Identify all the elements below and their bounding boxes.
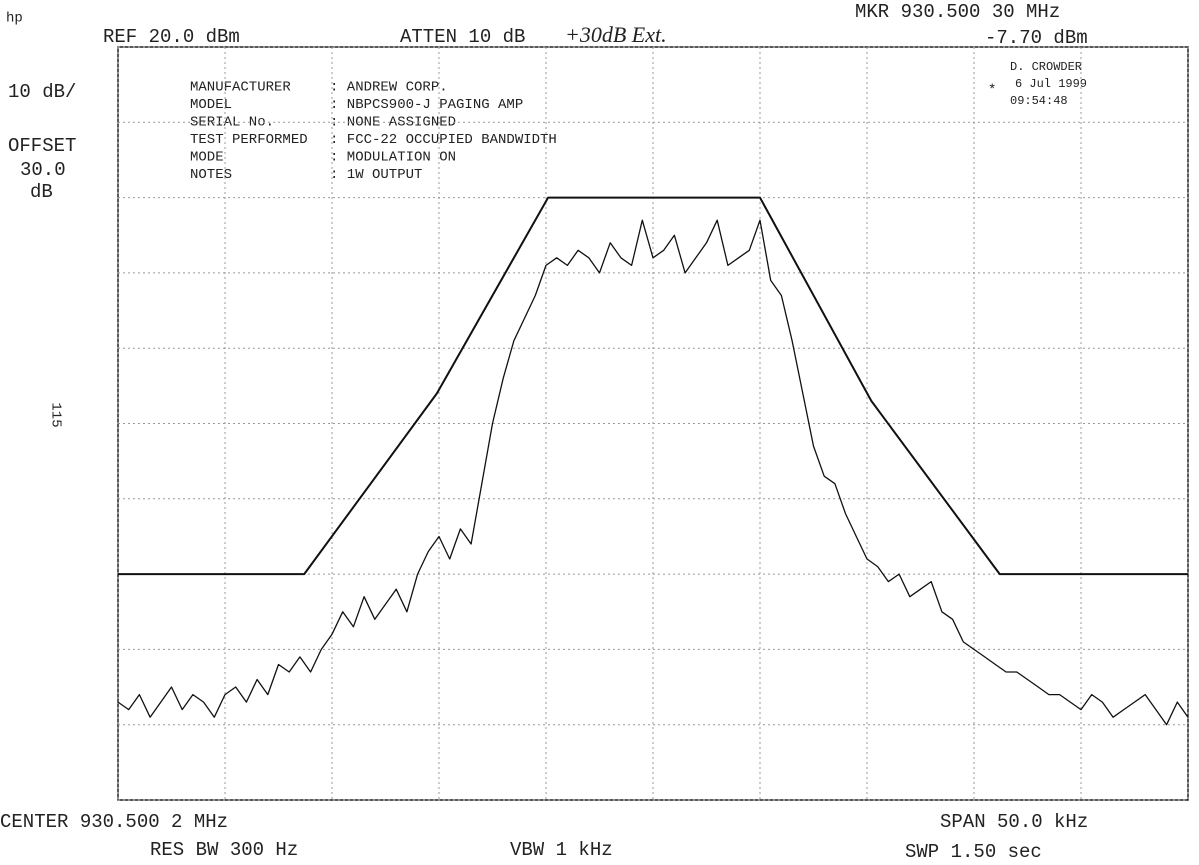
time: 09:54:48 <box>1010 94 1068 108</box>
offset-value: 30.0 <box>20 159 66 181</box>
marker-level: -7.70 dBm <box>985 27 1088 49</box>
info-label: MANUFACTURER <box>190 80 291 96</box>
limit-mask <box>118 196 1188 576</box>
span: SPAN 50.0 kHz <box>940 811 1088 833</box>
marker-star: * <box>988 83 996 99</box>
info-value: : FCC-22 OCCUPIED BANDWIDTH <box>330 132 557 148</box>
info-label: MODE <box>190 150 224 166</box>
info-value: : NBPCS900-J PAGING AMP <box>330 97 523 113</box>
info-label: TEST PERFORMED <box>190 132 308 148</box>
info-label: NOTES <box>190 167 232 183</box>
side-note: 115 <box>47 402 63 427</box>
offset-label: OFFSET <box>8 135 76 157</box>
scale: 10 dB/ <box>8 81 76 103</box>
info-value: : ANDREW CORP. <box>330 80 448 96</box>
date: 6 Jul 1999 <box>1015 77 1087 91</box>
sweep-time: SWP 1.50 sec <box>905 841 1042 863</box>
marker-frequency: MKR 930.500 30 MHz <box>855 1 1060 23</box>
info-value: : MODULATION ON <box>330 150 456 166</box>
attenuation: ATTEN 10 dB <box>400 26 525 48</box>
video-bandwidth: VBW 1 kHz <box>510 839 613 861</box>
info-label: MODEL <box>190 97 232 113</box>
operator: D. CROWDER <box>1010 60 1082 74</box>
ref-level: REF 20.0 dBm <box>103 26 240 48</box>
resolution-bandwidth: RES BW 300 Hz <box>150 839 298 861</box>
attenuation-note: +30dB Ext. <box>565 22 667 47</box>
offset-unit: dB <box>30 181 53 203</box>
trace <box>117 219 1189 726</box>
info-label: SERIAL No. <box>190 115 274 131</box>
info-value: : 1W OUTPUT <box>330 167 422 183</box>
brand: hp <box>6 11 23 27</box>
center-frequency: CENTER 930.500 2 MHz <box>0 811 228 833</box>
